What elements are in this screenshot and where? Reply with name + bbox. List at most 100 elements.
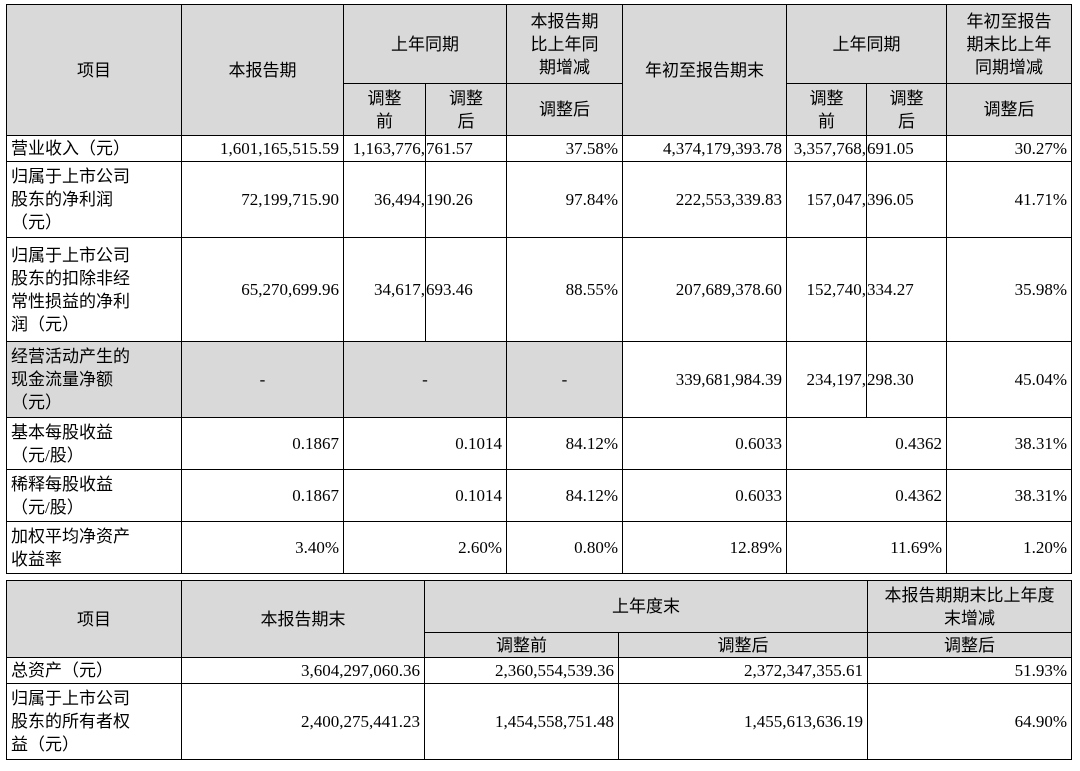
cell-current: 0.1867 bbox=[181, 469, 344, 522]
row-label-line: 营业收入（元） bbox=[11, 139, 130, 158]
cell-current: 3.40% bbox=[181, 521, 344, 574]
row-label: 归属于上市公司 股东的净利润 （元） bbox=[6, 161, 182, 238]
row-label: 营业收入（元） bbox=[6, 135, 182, 162]
cell-ytd: 222,553,339.83 bbox=[622, 161, 787, 238]
cell-prior-ytd: 0.4362 bbox=[786, 417, 947, 470]
cell-before: 1,454,558,751.48 bbox=[424, 683, 619, 760]
cell-ytd: 12.89% bbox=[622, 521, 787, 574]
row-label-line: （元/股） bbox=[11, 445, 84, 465]
row-label-line: 收益率 bbox=[11, 549, 62, 569]
row-label-line: （元） bbox=[11, 213, 62, 232]
table-row: 归属于上市公司 股东的净利润 （元） 72,199,715.90 36,494,… bbox=[6, 161, 1072, 238]
header-after-adjust-line1: 调整 bbox=[449, 88, 483, 108]
row-label-line: 稀释每股收益 bbox=[11, 474, 113, 494]
row-label-line: 归属于上市公司 bbox=[11, 245, 130, 265]
header-ytd-change: 年初至报告 期末比上年 同期增减 bbox=[946, 4, 1072, 84]
cell-ytd: 4,374,179,393.78 bbox=[622, 135, 787, 162]
header-adjusted: 调整后 bbox=[506, 83, 623, 136]
row-label-line: 总资产（元） bbox=[11, 661, 113, 680]
table-row: 经营活动产生的 现金流量净额 （元） - - - 339,681,984.39 … bbox=[6, 341, 1072, 418]
header-before-adjust-2-line2: 前 bbox=[818, 111, 835, 131]
row-label: 加权平均净资产 收益率 bbox=[6, 521, 182, 574]
cell-ytd-change: 35.98% bbox=[946, 237, 1072, 342]
header-prior-ytd: 上年同期 bbox=[786, 4, 947, 84]
table-row: 基本每股收益 （元/股） 0.1867 0.1014 84.12% 0.6033… bbox=[6, 417, 1072, 470]
cell-prior-ytd-left: 152,740, bbox=[786, 237, 867, 342]
row-label: 总资产（元） bbox=[6, 657, 182, 684]
cell-ytd: 0.6033 bbox=[622, 417, 787, 470]
cell-prior-ytd-right: 691.05 bbox=[866, 135, 947, 162]
row-label-line: 常性损益的净利 bbox=[11, 291, 130, 311]
cell-period-end: 2,400,275,441.23 bbox=[181, 683, 425, 760]
cell-prior: 0.1014 bbox=[343, 417, 507, 470]
header-adjusted: 调整后 bbox=[867, 632, 1072, 658]
cell-change: 84.12% bbox=[506, 417, 623, 470]
cell-ytd: 207,689,378.60 bbox=[622, 237, 787, 342]
header-change-line2: 末增减 bbox=[944, 608, 995, 628]
cell-prior-right: 190.26 bbox=[425, 161, 507, 238]
row-label: 基本每股收益 （元/股） bbox=[6, 417, 182, 470]
table-row: 归属于上市公司 股东的所有者权 益（元） 2,400,275,441.23 1,… bbox=[6, 683, 1072, 760]
cell-ytd-change: 38.31% bbox=[946, 417, 1072, 470]
header-period-change-line1: 本报告期 bbox=[530, 11, 599, 31]
cell-change: - bbox=[506, 341, 623, 418]
cell-ytd-change: 1.20% bbox=[946, 521, 1072, 574]
header-before-adjust-line2: 前 bbox=[376, 111, 393, 131]
cell-prior: - bbox=[343, 341, 507, 418]
cell-current: 72,199,715.90 bbox=[181, 161, 344, 238]
header-current-period: 本报告期 bbox=[181, 4, 344, 136]
cell-prior: 0.1014 bbox=[343, 469, 507, 522]
cell-ytd-change: 45.04% bbox=[946, 341, 1072, 418]
table-row: 营业收入（元） 1,601,165,515.59 1,163,776, 761.… bbox=[6, 135, 1072, 162]
row-label-line: 现金流量净额 bbox=[11, 370, 113, 389]
header-period-change: 本报告期 比上年同 期增减 bbox=[506, 4, 623, 84]
row-label-line: 股东的扣除非经 bbox=[11, 268, 130, 288]
header-item: 项目 bbox=[6, 4, 182, 136]
header-before-adjust: 调整前 bbox=[424, 632, 619, 658]
header-adjusted-2: 调整后 bbox=[946, 83, 1072, 136]
row-label: 经营活动产生的 现金流量净额 （元） bbox=[6, 341, 182, 418]
row-label-line: 润（元） bbox=[11, 314, 79, 334]
table-row: 总资产（元） 3,604,297,060.36 2,360,554,539.36… bbox=[6, 657, 1072, 684]
header-ytd-change-line3: 同期增减 bbox=[975, 57, 1043, 77]
cell-after: 1,455,613,636.19 bbox=[618, 683, 868, 760]
header-after-adjust-2: 调整 后 bbox=[866, 83, 947, 136]
cell-prior-ytd-right: 298.30 bbox=[866, 341, 947, 418]
cell-change: 84.12% bbox=[506, 469, 623, 522]
cell-prior-left: 1,163,776, bbox=[343, 135, 426, 162]
cell-prior-left: 36,494, bbox=[343, 161, 426, 238]
table-row: 加权平均净资产 收益率 3.40% 2.60% 0.80% 12.89% 11.… bbox=[6, 521, 1072, 574]
header-period-change-line3: 期增减 bbox=[539, 57, 590, 77]
table-row: 稀释每股收益 （元/股） 0.1867 0.1014 84.12% 0.6033… bbox=[6, 469, 1072, 522]
header-prior-year-end: 上年度末 bbox=[424, 580, 868, 633]
header-after-adjust-line2: 后 bbox=[457, 111, 475, 131]
header-before-adjust-line1: 调整 bbox=[367, 88, 402, 108]
cell-prior-right: 693.46 bbox=[425, 237, 507, 342]
row-label: 稀释每股收益 （元/股） bbox=[6, 469, 182, 522]
cell-prior-ytd: 0.4362 bbox=[786, 469, 947, 522]
header-change-line1: 本报告期期末比上年度 bbox=[884, 585, 1055, 605]
cell-current: 1,601,165,515.59 bbox=[181, 135, 344, 162]
row-label-line: 经营活动产生的 bbox=[11, 347, 130, 366]
header-period-change-line2: 比上年同 bbox=[530, 34, 599, 54]
header-before-adjust-2-line1: 调整 bbox=[809, 88, 844, 108]
cell-change: 97.84% bbox=[506, 161, 623, 238]
cell-prior-ytd-right: 396.05 bbox=[866, 161, 947, 238]
income-table: 项目 本报告期 上年同期 本报告期 比上年同 期增减 年初至报告期末 上年同期 … bbox=[6, 4, 1072, 574]
cell-prior-right: 761.57 bbox=[425, 135, 507, 162]
header-after-adjust-2-line1: 调整 bbox=[889, 88, 924, 108]
balance-table: 项目 本报告期末 上年度末 本报告期期末比上年度 末增减 调整前 调整后 调整后… bbox=[6, 580, 1072, 760]
cell-prior-ytd-right: 334.27 bbox=[866, 237, 947, 342]
row-label-line: （元/股） bbox=[11, 497, 84, 517]
header-before-adjust-2: 调整 前 bbox=[786, 83, 867, 136]
cell-change: 64.90% bbox=[867, 683, 1072, 760]
cell-change: 88.55% bbox=[506, 237, 623, 342]
table-row: 归属于上市公司 股东的扣除非经 常性损益的净利 润（元） 65,270,699.… bbox=[6, 237, 1072, 342]
cell-change: 0.80% bbox=[506, 521, 623, 574]
row-label-line: （元） bbox=[11, 393, 62, 412]
cell-current: 0.1867 bbox=[181, 417, 344, 470]
row-label-line: 归属于上市公司 bbox=[11, 167, 130, 186]
row-label-line: 基本每股收益 bbox=[11, 422, 113, 442]
header-after-adjust: 调整后 bbox=[618, 632, 868, 658]
cell-current: - bbox=[181, 341, 344, 418]
